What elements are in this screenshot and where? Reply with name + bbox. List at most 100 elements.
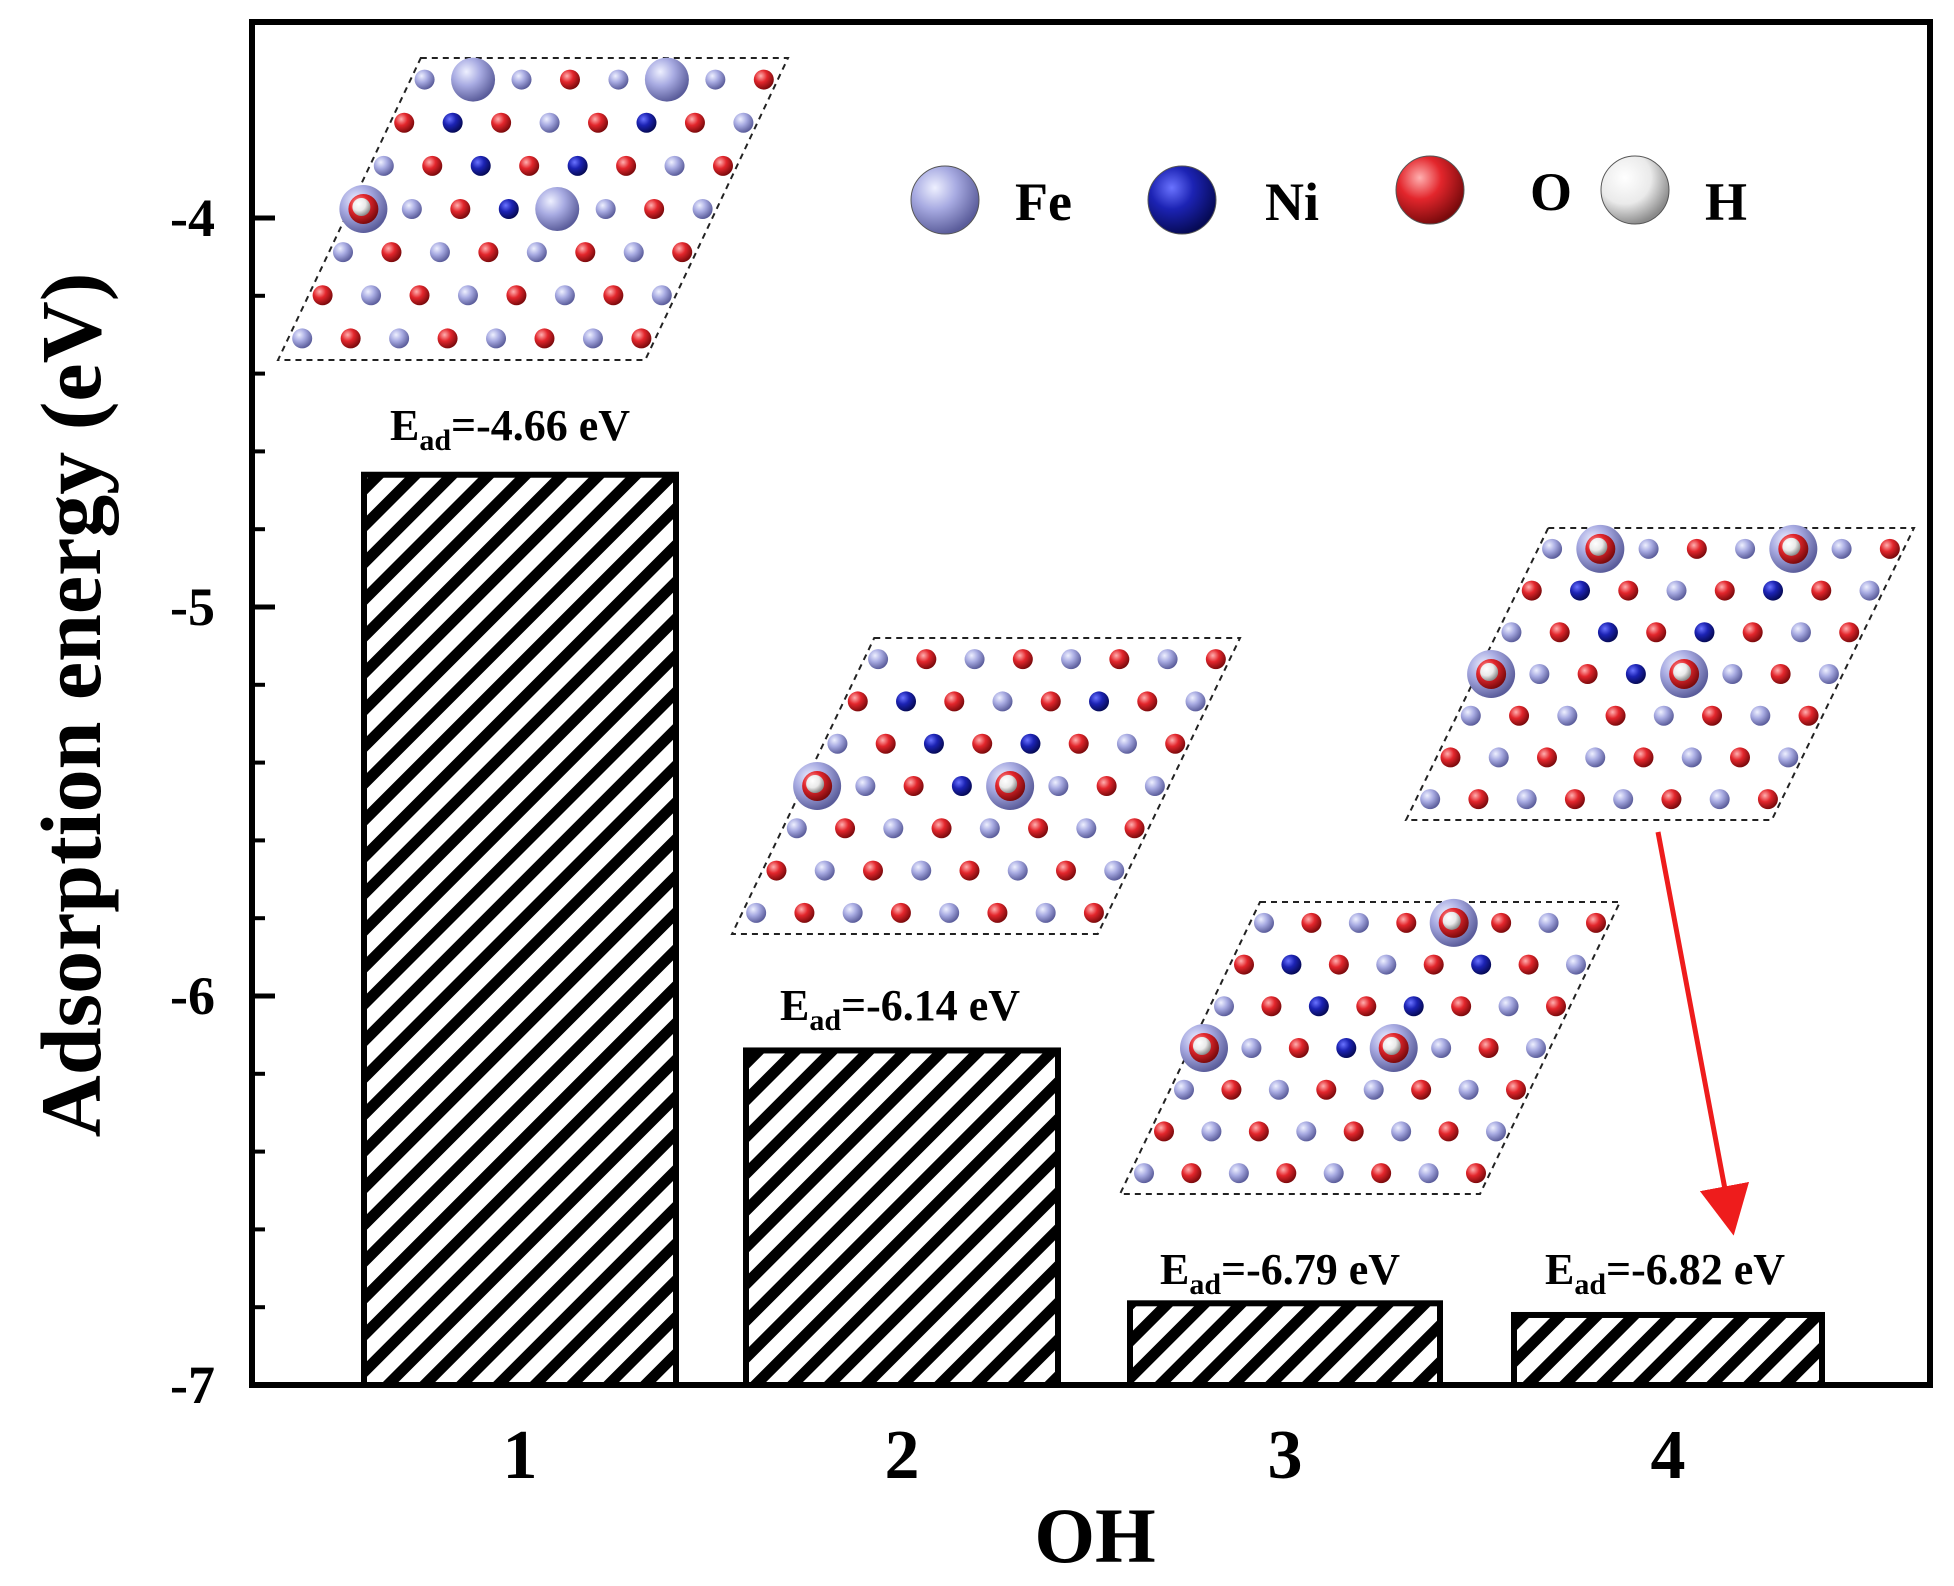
atom-o [1154, 1121, 1174, 1142]
atom-o [631, 328, 652, 349]
atom-fe [1144, 776, 1165, 796]
atom-o [1040, 691, 1061, 712]
atom-o [1234, 954, 1254, 975]
atom-fe [361, 285, 382, 306]
atom-ni [442, 112, 463, 133]
atom-o [1205, 649, 1226, 670]
atom-o [1068, 733, 1089, 754]
x-axis: 1 2 3 4 [503, 1417, 1686, 1494]
atom-ni [470, 155, 491, 176]
atom-fe [511, 69, 532, 90]
atom-o [1839, 622, 1860, 643]
atom-o [644, 199, 665, 219]
atom-o [1371, 1163, 1392, 1184]
bar-annotation: Ead=-4.66 eV [390, 401, 630, 457]
atom-o [1742, 622, 1763, 643]
atom-fe [1498, 996, 1519, 1017]
atom-o [1536, 747, 1557, 768]
atom-fe [1653, 705, 1674, 726]
atom-h [806, 775, 825, 793]
atom-fe [623, 242, 644, 263]
pointer-arrow [1655, 831, 1750, 1236]
atom-o [1411, 1079, 1432, 1100]
atom-h [1193, 1037, 1211, 1055]
atom-ni [1694, 622, 1715, 643]
atom-o [1546, 996, 1566, 1017]
atom-fe [746, 902, 767, 923]
atom-h [999, 775, 1018, 793]
atom-fe [1431, 1038, 1452, 1058]
atom-fe [1185, 691, 1206, 712]
atom-fe [554, 285, 575, 306]
legend-swatch [1395, 155, 1465, 225]
atom-fe [664, 155, 685, 176]
atom-o [1451, 996, 1472, 1017]
atom-fe [692, 199, 713, 219]
atom-fe [1007, 860, 1028, 881]
atom-o [1646, 622, 1667, 643]
unit-cell-outline [730, 637, 1242, 935]
atom-h [1382, 1037, 1401, 1055]
atom-fe [1363, 1079, 1384, 1100]
atom-fe [414, 69, 435, 90]
annotation-symbol: E [1160, 1245, 1189, 1294]
atom-o [394, 112, 415, 133]
atom-fe [1376, 954, 1397, 975]
atom-o [1181, 1163, 1202, 1184]
atom-fe [939, 902, 960, 923]
atom-o [312, 285, 333, 306]
atom-fe [1323, 1163, 1344, 1184]
atom-o [1423, 954, 1444, 975]
atom-fe [883, 818, 904, 839]
atom-o [1055, 860, 1076, 881]
atom-fe [389, 328, 410, 349]
atom-o [1491, 912, 1512, 933]
atom-o [766, 860, 787, 881]
atom-fe [1722, 664, 1743, 684]
atom-ni [1281, 954, 1302, 975]
atom-o [381, 242, 402, 263]
atom-o [931, 818, 952, 839]
atom-o [1729, 747, 1750, 768]
atom-fe [1488, 747, 1509, 768]
atom-fe [733, 112, 754, 133]
inset-structure [1404, 524, 1916, 821]
atom-fe [1048, 776, 1069, 796]
legend-swatch [1147, 165, 1217, 235]
atom-fe [1418, 1163, 1439, 1184]
bar [743, 1047, 1061, 1388]
atom-o [1586, 912, 1606, 933]
atom-o [1605, 705, 1626, 726]
atom-o [1165, 733, 1186, 754]
atom-o [478, 242, 499, 263]
atom-o [1509, 705, 1530, 726]
atom-fe [333, 242, 353, 263]
y-tick-label: -7 [170, 1355, 215, 1415]
atom-fe [1859, 580, 1880, 601]
atom-ni [896, 691, 917, 712]
bar [1511, 1311, 1825, 1388]
atom-fe [535, 187, 580, 231]
atom-o [890, 902, 911, 923]
x-tick-label: 2 [885, 1417, 920, 1494]
atom-fe [1566, 954, 1586, 975]
bar-annotation: Ead=-6.14 eV [780, 981, 1020, 1037]
atom-ni [567, 155, 588, 176]
atom-fe [595, 199, 616, 219]
atom-o [1440, 747, 1461, 768]
atom-o [409, 285, 430, 306]
atom-o [1798, 705, 1819, 726]
atom-fe [868, 649, 889, 670]
inset-structure [276, 57, 790, 361]
legend-swatch [1600, 155, 1670, 225]
atom-fe [814, 860, 835, 881]
atom-o [1757, 789, 1778, 810]
annotation-value: =-6.79 eV [1221, 1245, 1400, 1294]
bars [361, 471, 1825, 1389]
atom-fe [964, 649, 985, 670]
atom-fe [526, 242, 547, 263]
atom-o [862, 860, 883, 881]
atom-fe [1061, 649, 1082, 670]
atom-fe [1735, 538, 1756, 559]
